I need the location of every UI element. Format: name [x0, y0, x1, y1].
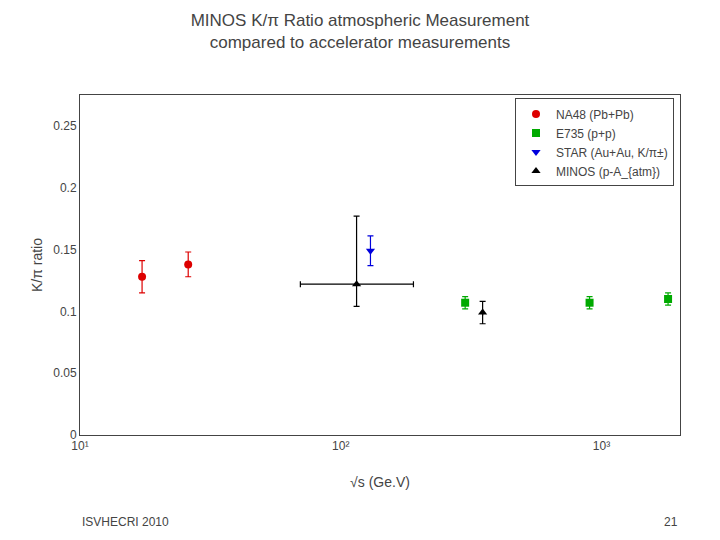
svg-text:0.25: 0.25	[53, 119, 77, 133]
svg-text:K/π ratio: K/π ratio	[29, 238, 45, 292]
svg-text:MINOS (p-A_{atm}): MINOS (p-A_{atm})	[556, 165, 660, 179]
svg-text:ISVHECRI 2010: ISVHECRI 2010	[82, 515, 169, 529]
svg-text:10¹: 10¹	[71, 439, 88, 453]
svg-text:0: 0	[70, 428, 77, 442]
svg-text:0.05: 0.05	[53, 366, 77, 380]
svg-text:√s (Ge.V): √s (Ge.V)	[350, 474, 410, 490]
svg-text:21: 21	[664, 515, 678, 529]
svg-text:0.1: 0.1	[60, 305, 77, 319]
svg-text:STAR (Au+Au, K/π±): STAR (Au+Au, K/π±)	[556, 146, 668, 160]
svg-text:MINOS K/π Ratio atmospheric Me: MINOS K/π Ratio atmospheric Measurementc…	[191, 11, 530, 52]
svg-text:0.15: 0.15	[53, 243, 77, 257]
svg-text:NA48 (Pb+Pb): NA48 (Pb+Pb)	[556, 108, 634, 122]
svg-text:10³: 10³	[593, 439, 610, 453]
svg-text:0.2: 0.2	[60, 181, 77, 195]
svg-text:10²: 10²	[332, 439, 349, 453]
svg-text:E735 (p+p): E735 (p+p)	[556, 127, 616, 141]
